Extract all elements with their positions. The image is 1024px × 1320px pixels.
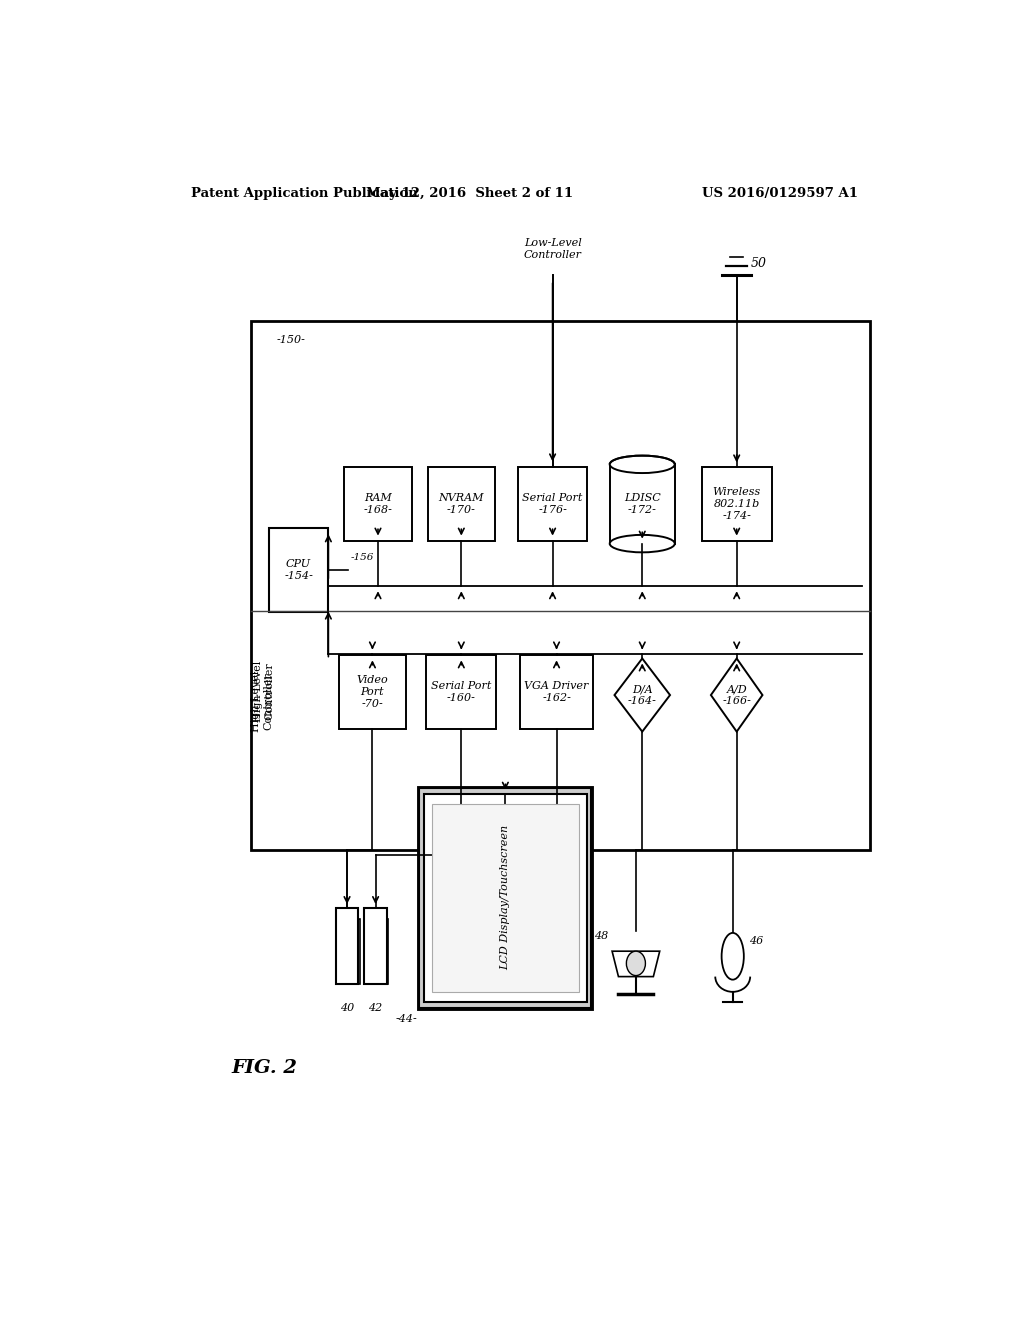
Bar [520,656,593,729]
Bar [518,467,588,541]
Bar [269,528,329,611]
Bar [370,919,388,983]
Text: 46: 46 [749,936,763,946]
Text: FIG. 2: FIG. 2 [231,1059,297,1077]
Ellipse shape [722,933,743,979]
Text: RAM
-168-: RAM -168- [364,494,392,515]
Bar [701,467,772,541]
Bar [426,656,497,729]
Text: 50: 50 [751,256,767,269]
Text: Video
Port
-70-: Video Port -70- [356,676,388,709]
Text: NVRAM
-170-: NVRAM -170- [438,494,484,515]
Text: Serial Port
-176-: Serial Port -176- [522,494,583,515]
Bar [428,467,495,541]
Bar [609,465,675,544]
Text: High Level
Controller: High Level Controller [251,671,273,733]
Text: LCD Display/Touchscreen: LCD Display/Touchscreen [501,825,510,970]
Text: 42: 42 [369,1002,383,1012]
Text: VGA Driver
-162-: VGA Driver -162- [524,681,589,702]
Ellipse shape [609,535,675,552]
Text: A/D
-166-: A/D -166- [722,684,752,706]
Text: LDISC
-172-: LDISC -172- [624,494,660,515]
Polygon shape [612,952,659,977]
Text: Wireless
802.11b
-174-: Wireless 802.11b -174- [713,487,761,520]
Bar [336,908,358,985]
Bar [419,788,592,1008]
Text: Low-Level
Controller: Low-Level Controller [523,239,582,260]
Text: CPU
-154-: CPU -154- [285,560,313,581]
Text: -150-: -150- [276,335,305,346]
Text: 48: 48 [594,931,608,941]
Text: -44-: -44- [396,1014,418,1024]
Circle shape [627,952,645,975]
Bar [339,656,407,729]
Text: US 2016/0129597 A1: US 2016/0129597 A1 [702,187,858,201]
Text: -156: -156 [350,553,374,562]
Bar [344,467,412,541]
Text: 40: 40 [340,1002,354,1012]
Bar [341,919,359,983]
Bar [432,804,579,991]
Bar [251,321,870,850]
Text: High Level
Controller: High Level Controller [253,660,274,722]
Text: May 12, 2016  Sheet 2 of 11: May 12, 2016 Sheet 2 of 11 [366,187,572,201]
Polygon shape [614,659,670,731]
Bar [424,793,587,1002]
Text: Serial Port
-160-: Serial Port -160- [431,681,492,702]
Ellipse shape [609,455,675,473]
Polygon shape [711,659,763,731]
Bar [365,908,387,985]
Bar [419,788,592,1008]
Text: D/A
-164-: D/A -164- [628,684,656,706]
Text: Patent Application Publication: Patent Application Publication [191,187,418,201]
